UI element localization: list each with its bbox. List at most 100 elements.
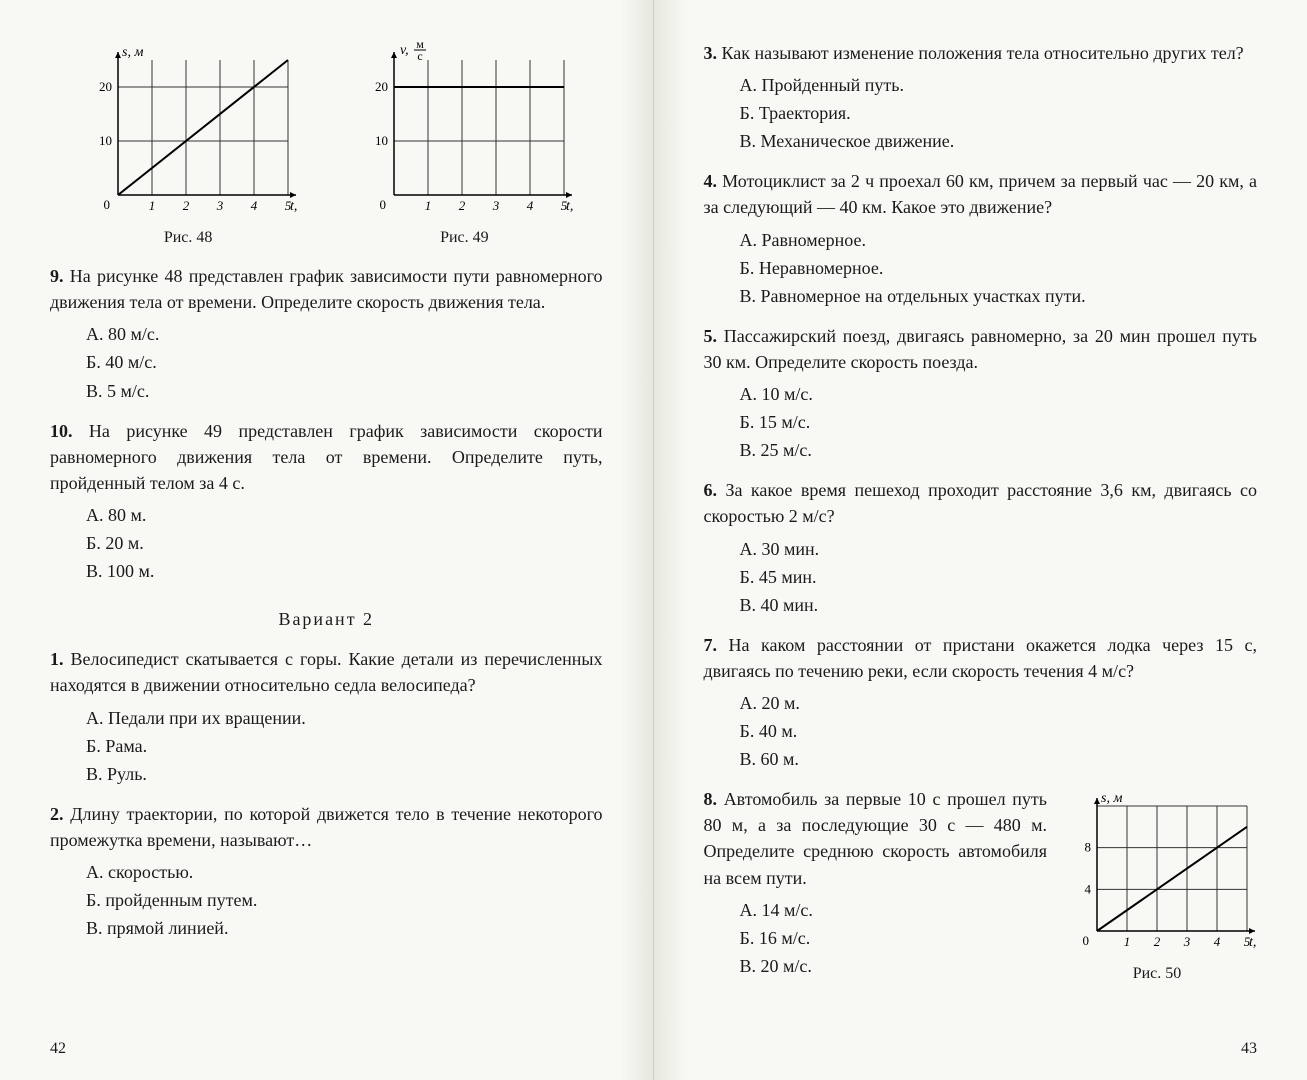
svg-text:2: 2 [183, 198, 190, 213]
svg-text:1: 1 [149, 198, 156, 213]
q9-options: А. 80 м/с. Б. 40 м/с. В. 5 м/с. [86, 321, 603, 403]
svg-text:3: 3 [216, 198, 224, 213]
q6-opt-a: А. 30 мин. [740, 536, 1258, 562]
chart-48-block: 1234510200s, мt, с Рис. 48 [78, 40, 298, 249]
svg-text:20: 20 [99, 79, 112, 94]
book-spread: 1234510200s, мt, с Рис. 48 1234510200v,м… [0, 0, 1307, 1080]
q1-num: 1. [50, 649, 64, 669]
svg-text:3: 3 [492, 198, 500, 213]
q10-options: А. 80 м. Б. 20 м. В. 100 м. [86, 502, 603, 584]
q6-opt-c: В. 40 мин. [740, 592, 1258, 618]
chart-49: 1234510200v,мсt, с [354, 40, 574, 220]
chart-50: 12345480s, мt, с [1057, 786, 1257, 956]
variant-heading: Вариант 2 [50, 606, 603, 632]
q1-opt-a: А. Педали при их вращении. [86, 705, 603, 731]
q4-options: А. Равномерное. Б. Неравномерное. В. Рав… [740, 227, 1258, 309]
q9-opt-a: А. 80 м/с. [86, 321, 603, 347]
q8-text: Автомобиль за первые 10 с прошел путь 80… [704, 789, 1048, 887]
chart-50-caption: Рис. 50 [1057, 962, 1257, 985]
q10-opt-c: В. 100 м. [86, 558, 603, 584]
charts-row: 1234510200s, мt, с Рис. 48 1234510200v,м… [50, 40, 603, 249]
page-43: 3. Как называют изменение положения тела… [654, 0, 1307, 1080]
q2-options: А. скоростью. Б. пройденным путем. В. пр… [86, 859, 603, 941]
q1-opt-b: Б. Рама. [86, 733, 603, 759]
q4-opt-a: А. Равномерное. [740, 227, 1258, 253]
q1-options: А. Педали при их вращении. Б. Рама. В. Р… [86, 705, 603, 787]
question-8: 8. Автомобиль за первые 10 с прошел путь… [704, 786, 1258, 985]
q10-opt-a: А. 80 м. [86, 502, 603, 528]
svg-text:0: 0 [1083, 933, 1090, 948]
question-5: 5. Пассажирский поезд, двигаясь равномер… [704, 323, 1258, 463]
svg-text:0: 0 [104, 197, 111, 212]
chart-49-block: 1234510200v,мсt, с Рис. 49 [354, 40, 574, 249]
q6-text: За какое время пешеход проходит расстоян… [704, 480, 1258, 526]
svg-text:s, м: s, м [122, 45, 143, 60]
svg-text:t, с: t, с [1249, 935, 1257, 950]
q7-options: А. 20 м. Б. 40 м. В. 60 м. [740, 690, 1258, 772]
svg-text:t, с: t, с [566, 199, 574, 214]
q9-opt-b: Б. 40 м/с. [86, 349, 603, 375]
q6-opt-b: Б. 45 мин. [740, 564, 1258, 590]
q2-opt-c: В. прямой линией. [86, 915, 603, 941]
svg-text:10: 10 [99, 133, 112, 148]
page-42: 1234510200s, мt, с Рис. 48 1234510200v,м… [0, 0, 654, 1080]
q2-text: Длину траектории, по которой движется те… [50, 804, 603, 850]
q5-num: 5. [704, 326, 718, 346]
q6-options: А. 30 мин. Б. 45 мин. В. 40 мин. [740, 536, 1258, 618]
question-6: 6. За какое время пешеход проходит расст… [704, 477, 1258, 617]
q9-text: На рисунке 48 представлен график зависим… [50, 266, 603, 312]
q5-opt-a: А. 10 м/с. [740, 381, 1258, 407]
svg-text:10: 10 [375, 133, 388, 148]
q3-options: А. Пройденный путь. Б. Траектория. В. Ме… [740, 72, 1258, 154]
svg-text:4: 4 [1214, 934, 1221, 949]
q3-text: Как называют изменение положения тела от… [722, 43, 1244, 63]
svg-text:2: 2 [459, 198, 466, 213]
svg-text:20: 20 [375, 79, 388, 94]
page-number-right: 43 [1241, 1037, 1257, 1060]
q1-opt-c: В. Руль. [86, 761, 603, 787]
q10-opt-b: Б. 20 м. [86, 530, 603, 556]
q4-text: Мотоциклист за 2 ч проехал 60 км, причем… [704, 171, 1258, 217]
svg-text:8: 8 [1085, 840, 1092, 855]
q2-opt-b: Б. пройденным путем. [86, 887, 603, 913]
q7-num: 7. [704, 635, 718, 655]
q5-opt-b: Б. 15 м/с. [740, 409, 1258, 435]
svg-text:4: 4 [1085, 882, 1092, 897]
q3-opt-b: Б. Траектория. [740, 100, 1258, 126]
q8-num: 8. [704, 789, 718, 809]
q5-text: Пассажирский поезд, двигаясь равномерно,… [704, 326, 1258, 372]
q3-num: 3. [704, 43, 718, 63]
question-2: 2. Длину траектории, по которой движется… [50, 801, 603, 941]
q5-opt-c: В. 25 м/с. [740, 437, 1258, 463]
q1-text: Велосипедист скатывается с горы. Какие д… [50, 649, 603, 695]
page-number-left: 42 [50, 1037, 66, 1060]
svg-text:4: 4 [527, 198, 534, 213]
question-7: 7. На каком расстоянии от пристани окаже… [704, 632, 1258, 772]
q7-text: На каком расстоянии от пристани окажется… [704, 635, 1258, 681]
svg-text:4: 4 [251, 198, 258, 213]
question-9: 9. На рисунке 48 представлен график зави… [50, 263, 603, 403]
question-4: 4. Мотоциклист за 2 ч проехал 60 км, при… [704, 168, 1258, 308]
q7-opt-a: А. 20 м. [740, 690, 1258, 716]
question-10: 10. На рисунке 49 представлен график зав… [50, 418, 603, 585]
q3-opt-c: В. Механическое движение. [740, 128, 1258, 154]
q9-num: 9. [50, 266, 64, 286]
chart-48-caption: Рис. 48 [78, 226, 298, 249]
svg-text:с: с [418, 49, 423, 63]
q10-text: На рисунке 49 представлен график зависим… [50, 421, 603, 493]
q7-opt-c: В. 60 м. [740, 746, 1258, 772]
q4-opt-c: В. Равномерное на отдельных участках пут… [740, 283, 1258, 309]
q8-options: А. 14 м/с. Б. 16 м/с. В. 20 м/с. [740, 897, 1048, 979]
q8-opt-b: Б. 16 м/с. [740, 925, 1048, 951]
svg-text:3: 3 [1183, 934, 1191, 949]
chart-48: 1234510200s, мt, с [78, 40, 298, 220]
chart-49-caption: Рис. 49 [354, 226, 574, 249]
q8-opt-c: В. 20 м/с. [740, 953, 1048, 979]
q4-opt-b: Б. Неравномерное. [740, 255, 1258, 281]
q7-opt-b: Б. 40 м. [740, 718, 1258, 744]
svg-text:1: 1 [425, 198, 432, 213]
svg-text:v,: v, [400, 43, 409, 58]
svg-text:0: 0 [380, 197, 387, 212]
chart-50-block: 12345480s, мt, с Рис. 50 [1057, 786, 1257, 985]
q3-opt-a: А. Пройденный путь. [740, 72, 1258, 98]
